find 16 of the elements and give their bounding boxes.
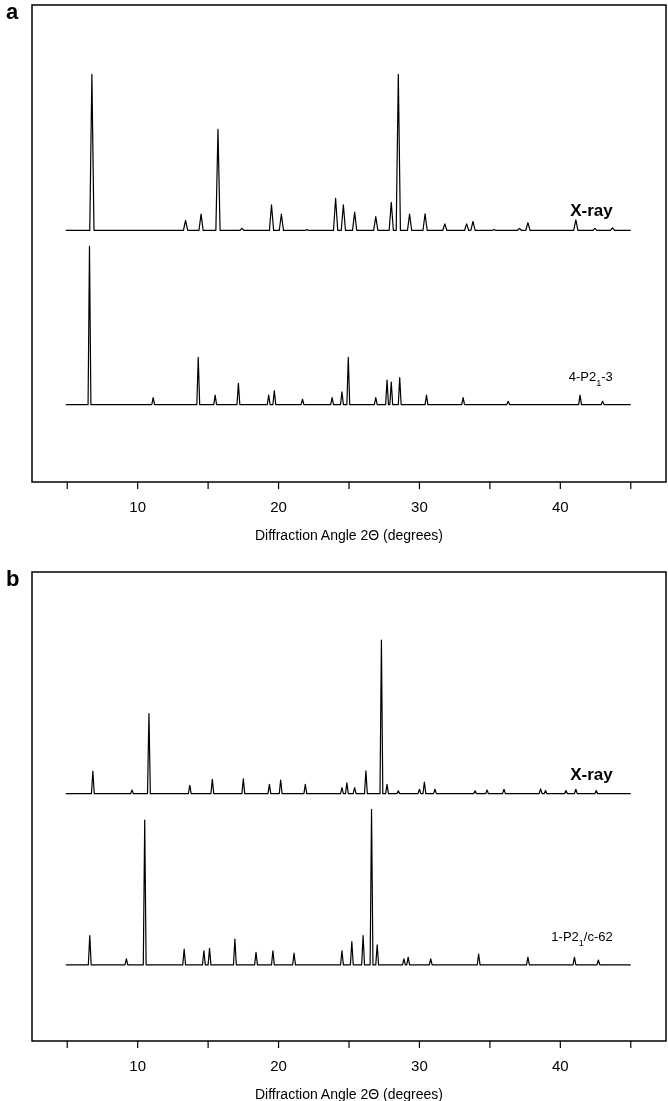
series-label: X-ray: [570, 764, 614, 784]
series-label: 4-P2$_{1}$-3: [568, 368, 613, 388]
x-axis-title: Diffraction Angle 2Θ (degrees): [254, 527, 444, 543]
x-tick-label: 20: [270, 1057, 287, 1074]
x-tick-label: 10: [129, 1057, 147, 1074]
x-tick-label: 30: [411, 498, 428, 515]
x-tick-label: 10: [129, 498, 147, 515]
series-label: 1-P2$_{1}$/c-62: [551, 928, 613, 948]
chart-title: b: [6, 566, 20, 591]
x-tick-label: 40: [551, 1057, 569, 1074]
x-tick-label: 40: [551, 498, 569, 515]
x-tick-label: 20: [270, 498, 287, 515]
series-label: X-ray: [570, 201, 614, 221]
x-axis-title: Diffraction Angle 2Θ (degrees): [254, 1086, 444, 1101]
chart-title: a: [6, 0, 19, 24]
x-tick-label: 30: [411, 1057, 428, 1074]
